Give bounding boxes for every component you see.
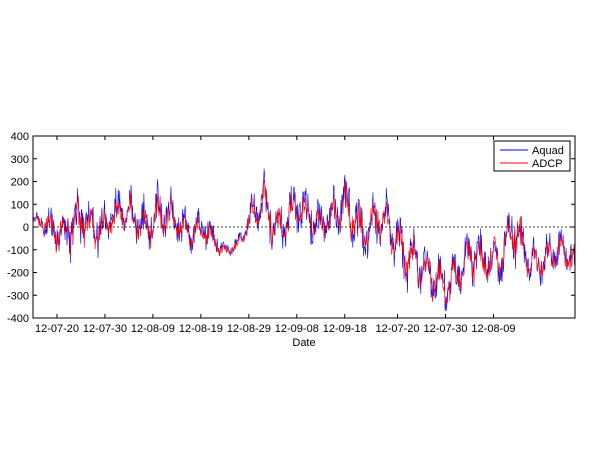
- legend-label-adcp: ADCP: [532, 158, 563, 170]
- x-tick-label: 12-07-30: [83, 323, 127, 335]
- x-tick-label: 12-07-20: [376, 323, 420, 335]
- x-tick-label: 12-07-30: [423, 323, 467, 335]
- y-tick-label: 400: [11, 131, 29, 143]
- x-tick-label: 12-07-20: [35, 323, 79, 335]
- y-axis: 400 300 200 100 0 -100 -200 -300 -400: [7, 131, 575, 325]
- y-tick-label: 0: [23, 222, 29, 234]
- y-tick-label: -300: [7, 290, 29, 302]
- x-tick-label: 12-08-19: [179, 323, 223, 335]
- x-tick-label: 12-09-08: [275, 323, 319, 335]
- x-tick-label: 12-08-29: [227, 323, 271, 335]
- x-tick-label: 12-08-09: [471, 323, 515, 335]
- legend-label-aquad: Aquad: [532, 145, 564, 157]
- y-tick-label: 100: [11, 199, 29, 211]
- y-tick-label: 300: [11, 154, 29, 166]
- y-tick-label: -400: [7, 313, 29, 325]
- x-tick-label: 12-08-09: [131, 323, 175, 335]
- legend: Aquad ADCP: [493, 140, 571, 172]
- y-tick-label: -200: [7, 268, 29, 280]
- x-tick-label: 12-09-18: [323, 323, 367, 335]
- legend-box: [493, 140, 571, 172]
- series-layer: [33, 168, 575, 311]
- x-axis-title: Date: [292, 337, 315, 349]
- y-tick-label: 200: [11, 177, 29, 189]
- series-line-adcp: [33, 179, 575, 306]
- x-axis: 12-07-20 12-07-30 12-08-09 12-08-19 12-08-29…: [35, 136, 515, 335]
- y-tick-label: -100: [7, 245, 29, 257]
